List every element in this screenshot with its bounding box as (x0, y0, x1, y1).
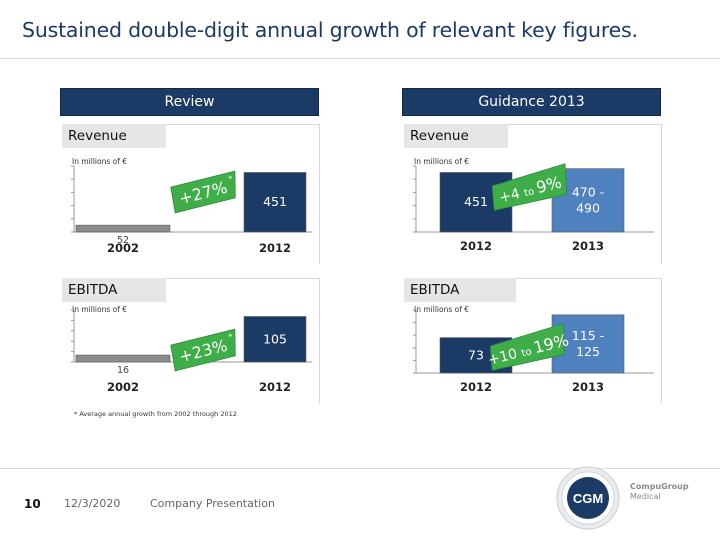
panel-frame (508, 124, 662, 264)
category-label: 2002 (107, 380, 139, 394)
growth-arrow-icon (489, 323, 565, 371)
growth-range-to: to (523, 185, 538, 199)
cgm-logo-icon: CGM (556, 466, 620, 530)
category-label: 2012 (460, 239, 492, 253)
bar-value-label: 52 (117, 235, 129, 246)
growth-arrow-icon (170, 328, 236, 372)
bar-value-label: 451 (464, 194, 488, 209)
footnote: * Average annual growth from 2002 throug… (74, 410, 237, 418)
panel-frame (516, 278, 662, 403)
category-label: 2013 (572, 380, 604, 394)
footer-divider (0, 468, 720, 469)
footer-text: Company Presentation (150, 497, 275, 510)
panel-frame (166, 124, 320, 264)
units-label: In millions of € (72, 157, 128, 166)
bar-2002 (75, 354, 171, 363)
logo-line-1: CompuGroup (630, 482, 689, 491)
panel-label-background (62, 278, 166, 302)
panel-label-background (62, 124, 166, 148)
logo-initials: CGM (573, 491, 603, 506)
panel-title: EBITDA (410, 282, 460, 298)
bar-value-label: 73 (468, 347, 484, 362)
bar-value-label: 105 (263, 331, 287, 346)
footer-date: 12/3/2020 (64, 497, 121, 510)
growth-footnote-mark: * (228, 332, 234, 342)
chart-guidance-revenue: 451 2012 470 -490 2013 +4 to 9% (413, 163, 654, 253)
panel-guidance-ebitda: EBITDA In millions of € 73 2012 115 -125 20… (404, 278, 662, 403)
bar-2012 (243, 316, 307, 363)
bar-value-label: 490 (576, 200, 600, 215)
chart-review-ebitda: 16 2002 105 2012 +23%* (71, 309, 312, 394)
section-header-guidance: Guidance 2013 (402, 88, 661, 116)
logo-wordmark: CompuGroup Medical (630, 482, 689, 502)
growth-annotation: +27%* (170, 170, 236, 214)
bar-value-label: 125 (576, 344, 600, 359)
panel-title: EBITDA (68, 282, 118, 298)
growth-range-start: +4 (498, 185, 526, 207)
panel-frame (166, 278, 320, 403)
growth-footnote-mark: * (228, 174, 234, 184)
bar-value-label: 16 (117, 365, 129, 376)
bar-2002 (75, 224, 171, 233)
growth-annotation: +10 to 19% (487, 323, 571, 371)
bar-2012 (243, 172, 307, 233)
category-label: 2002 (107, 241, 139, 255)
panel-title: Revenue (410, 128, 469, 144)
category-label: 2013 (572, 239, 604, 253)
panel-review-ebitda: EBITDA In millions of € 16 2002 105 2012 +23… (62, 278, 320, 403)
panel-guidance-revenue: Revenue In millions of € 451 2012 470 -490… (404, 124, 662, 264)
growth-range-to: to (520, 346, 535, 360)
category-label: 2012 (259, 380, 291, 394)
category-label: 2012 (460, 380, 492, 394)
units-label: In millions of € (414, 305, 470, 314)
panel-review-revenue: Revenue In millions of € 52 2002 451 2012 +2… (62, 124, 320, 264)
units-label: In millions of € (72, 305, 128, 314)
page-number: 10 (24, 497, 41, 511)
bar-value-label: 451 (263, 194, 287, 209)
growth-range-start: +10 (487, 345, 524, 369)
bar-value-label: 470 - (572, 184, 604, 199)
growth-range-label: +4 to 9% (497, 173, 563, 207)
logo-line-2: Medical (630, 492, 661, 501)
growth-arrow-icon (170, 170, 236, 214)
chart-guidance-ebitda: 73 2012 115 -125 2013+10 to 19% (413, 309, 654, 394)
units-label: In millions of € (414, 157, 470, 166)
page-title: Sustained double-digit annual growth of … (22, 18, 638, 42)
section-header-review: Review (60, 88, 319, 116)
panel-title: Revenue (68, 128, 127, 144)
growth-annotation: +4 to 9% (491, 163, 567, 211)
bar-value-label: 115 - (572, 328, 604, 343)
category-label: 2012 (259, 241, 291, 255)
growth-annotation: +23%* (170, 328, 236, 372)
panel-label-background (404, 124, 508, 148)
title-divider (0, 58, 720, 59)
panel-label-background (404, 278, 516, 302)
growth-arrow-icon (491, 163, 567, 211)
